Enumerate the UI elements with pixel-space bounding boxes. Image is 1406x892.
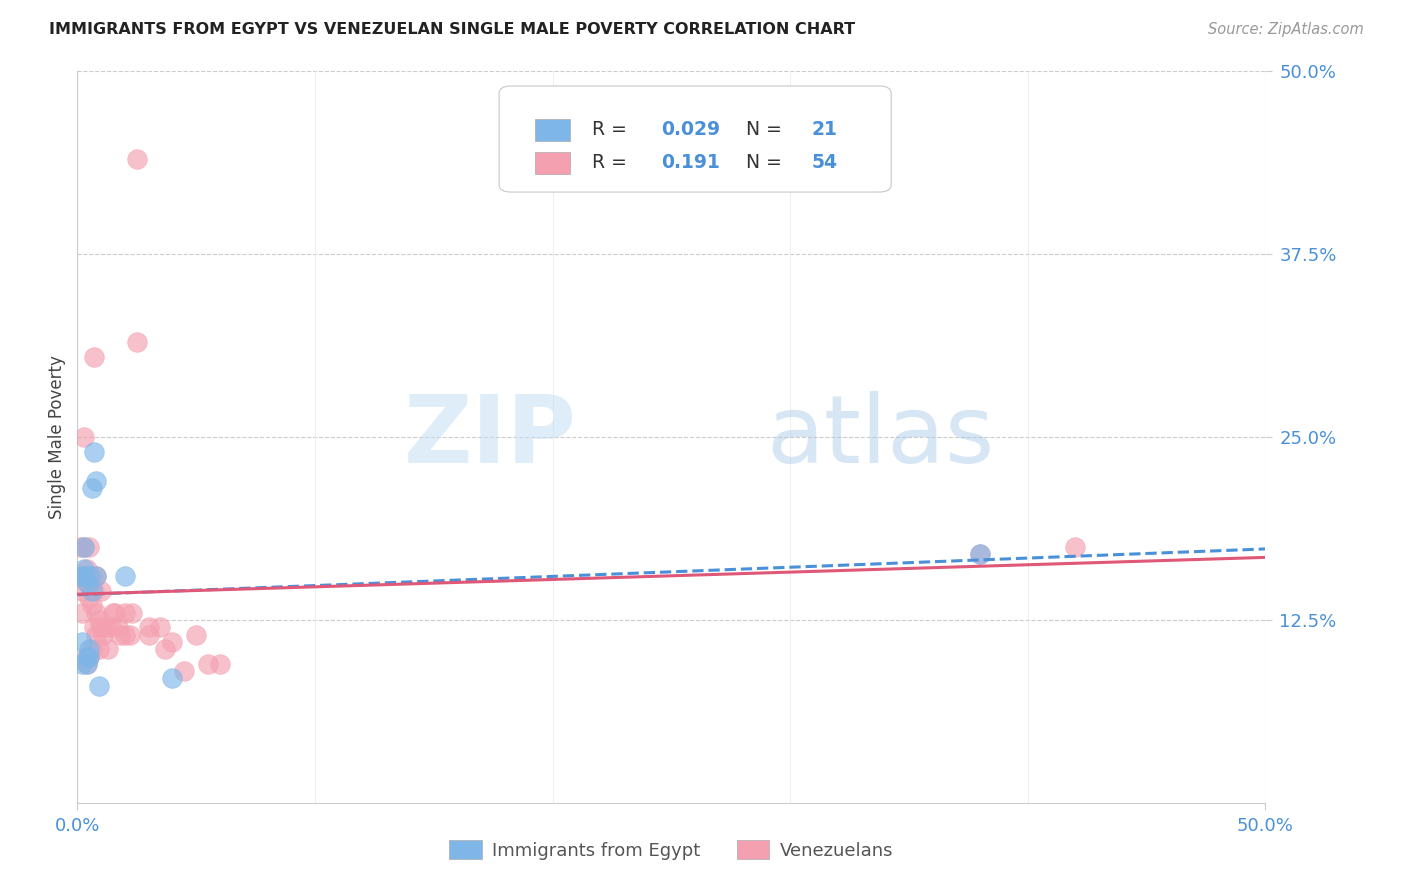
Point (83, 583, 105, 598)
Point (86, 474, 108, 488)
Point (80, 583, 103, 598)
Point (69, 540, 91, 554)
Point (1064, 540, 1087, 554)
Point (125, 334, 148, 349)
Text: 21: 21 (811, 120, 838, 139)
Y-axis label: Single Male Poverty: Single Male Poverty (48, 355, 66, 519)
FancyBboxPatch shape (534, 152, 571, 174)
Point (86, 627, 108, 641)
Point (70, 606, 93, 620)
Point (121, 606, 143, 620)
FancyBboxPatch shape (534, 119, 571, 141)
Point (76, 657, 98, 671)
Point (77, 642, 100, 657)
Text: 54: 54 (811, 153, 838, 172)
Point (97, 642, 120, 657)
Point (94, 620, 117, 634)
Point (70, 635, 93, 649)
Point (77, 576, 100, 591)
Point (86, 569, 108, 583)
Point (969, 547, 991, 561)
Point (93, 627, 115, 641)
Text: Source: ZipAtlas.com: Source: ZipAtlas.com (1208, 22, 1364, 37)
Point (87, 613, 110, 627)
Point (83, 620, 105, 634)
Point (173, 664, 195, 678)
Point (70, 657, 93, 671)
Point (104, 606, 127, 620)
Point (108, 627, 131, 641)
Text: 0.029: 0.029 (661, 120, 720, 139)
Text: ZIP: ZIP (404, 391, 576, 483)
Point (77, 591, 100, 605)
Point (90, 583, 112, 598)
Point (77, 649, 100, 664)
Point (969, 547, 991, 561)
Point (114, 627, 136, 641)
Point (101, 606, 124, 620)
Point (80, 481, 103, 495)
Point (69, 569, 91, 583)
Text: N =: N = (747, 120, 782, 139)
Point (86, 606, 108, 620)
Point (162, 672, 184, 686)
Point (70, 583, 93, 598)
Point (73, 430, 96, 444)
Legend: Immigrants from Egypt, Venezuelans: Immigrants from Egypt, Venezuelans (441, 833, 901, 867)
Point (73, 569, 96, 583)
Point (197, 657, 219, 671)
Point (76, 649, 98, 664)
Text: N =: N = (747, 153, 782, 172)
Point (149, 620, 172, 634)
Point (70, 569, 93, 583)
Point (114, 606, 136, 620)
Point (73, 562, 96, 576)
Text: 0.191: 0.191 (661, 153, 720, 172)
Point (73, 540, 96, 554)
Point (76, 657, 98, 671)
Point (73, 569, 96, 583)
Point (100, 620, 122, 634)
Point (77, 540, 100, 554)
Point (208, 657, 231, 671)
Point (73, 540, 96, 554)
Text: R =: R = (592, 120, 627, 139)
Point (107, 620, 129, 634)
Point (76, 576, 98, 591)
FancyBboxPatch shape (499, 86, 891, 192)
Point (80, 569, 103, 583)
Point (114, 569, 136, 583)
Point (76, 562, 98, 576)
Point (118, 627, 141, 641)
Point (138, 627, 160, 641)
Text: IMMIGRANTS FROM EGYPT VS VENEZUELAN SINGLE MALE POVERTY CORRELATION CHART: IMMIGRANTS FROM EGYPT VS VENEZUELAN SING… (49, 22, 855, 37)
Point (69, 569, 91, 583)
Point (155, 642, 177, 657)
Text: R =: R = (592, 153, 627, 172)
Point (90, 620, 112, 634)
Point (77, 569, 100, 583)
Point (80, 599, 103, 613)
Point (77, 649, 100, 664)
Point (76, 576, 98, 591)
Point (86, 569, 108, 583)
Point (76, 649, 98, 664)
Text: atlas: atlas (766, 391, 994, 483)
Point (87, 642, 110, 657)
Point (125, 152, 148, 166)
Point (83, 444, 105, 458)
Point (80, 642, 103, 657)
Point (87, 679, 110, 693)
Point (162, 635, 184, 649)
Point (138, 620, 160, 634)
Point (83, 350, 105, 364)
Point (186, 627, 208, 641)
